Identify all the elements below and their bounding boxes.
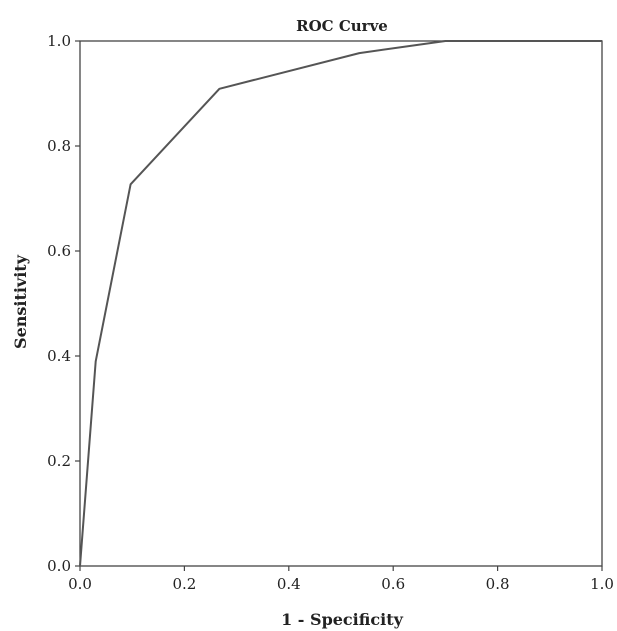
x-axis-title: 1 - Specificity [281, 610, 404, 629]
y-tick-label: 0.0 [47, 557, 71, 575]
chart-title: ROC Curve [296, 17, 388, 35]
x-tick-label: 1.0 [590, 575, 614, 593]
x-tick-label: 0.4 [277, 575, 301, 593]
y-tick-label: 1.0 [47, 32, 71, 50]
y-tick-label: 0.4 [47, 347, 71, 365]
roc-curve-line [79, 40, 602, 567]
plot-frame [79, 40, 603, 567]
x-tick-label: 0.6 [381, 575, 405, 593]
x-tick-label: 0.2 [172, 575, 196, 593]
y-axis: 0.0 0.2 0.4 0.6 0.8 1.0 [47, 32, 80, 575]
x-tick-label: 0.0 [68, 575, 92, 593]
y-tick-label: 0.2 [47, 452, 71, 470]
x-tick-label: 0.8 [486, 575, 510, 593]
y-tick-label: 0.8 [47, 137, 71, 155]
y-axis-title: Sensitivity [11, 254, 30, 349]
y-tick-label: 0.6 [47, 242, 71, 260]
x-axis: 0.0 0.2 0.4 0.6 0.8 1.0 [68, 566, 614, 593]
